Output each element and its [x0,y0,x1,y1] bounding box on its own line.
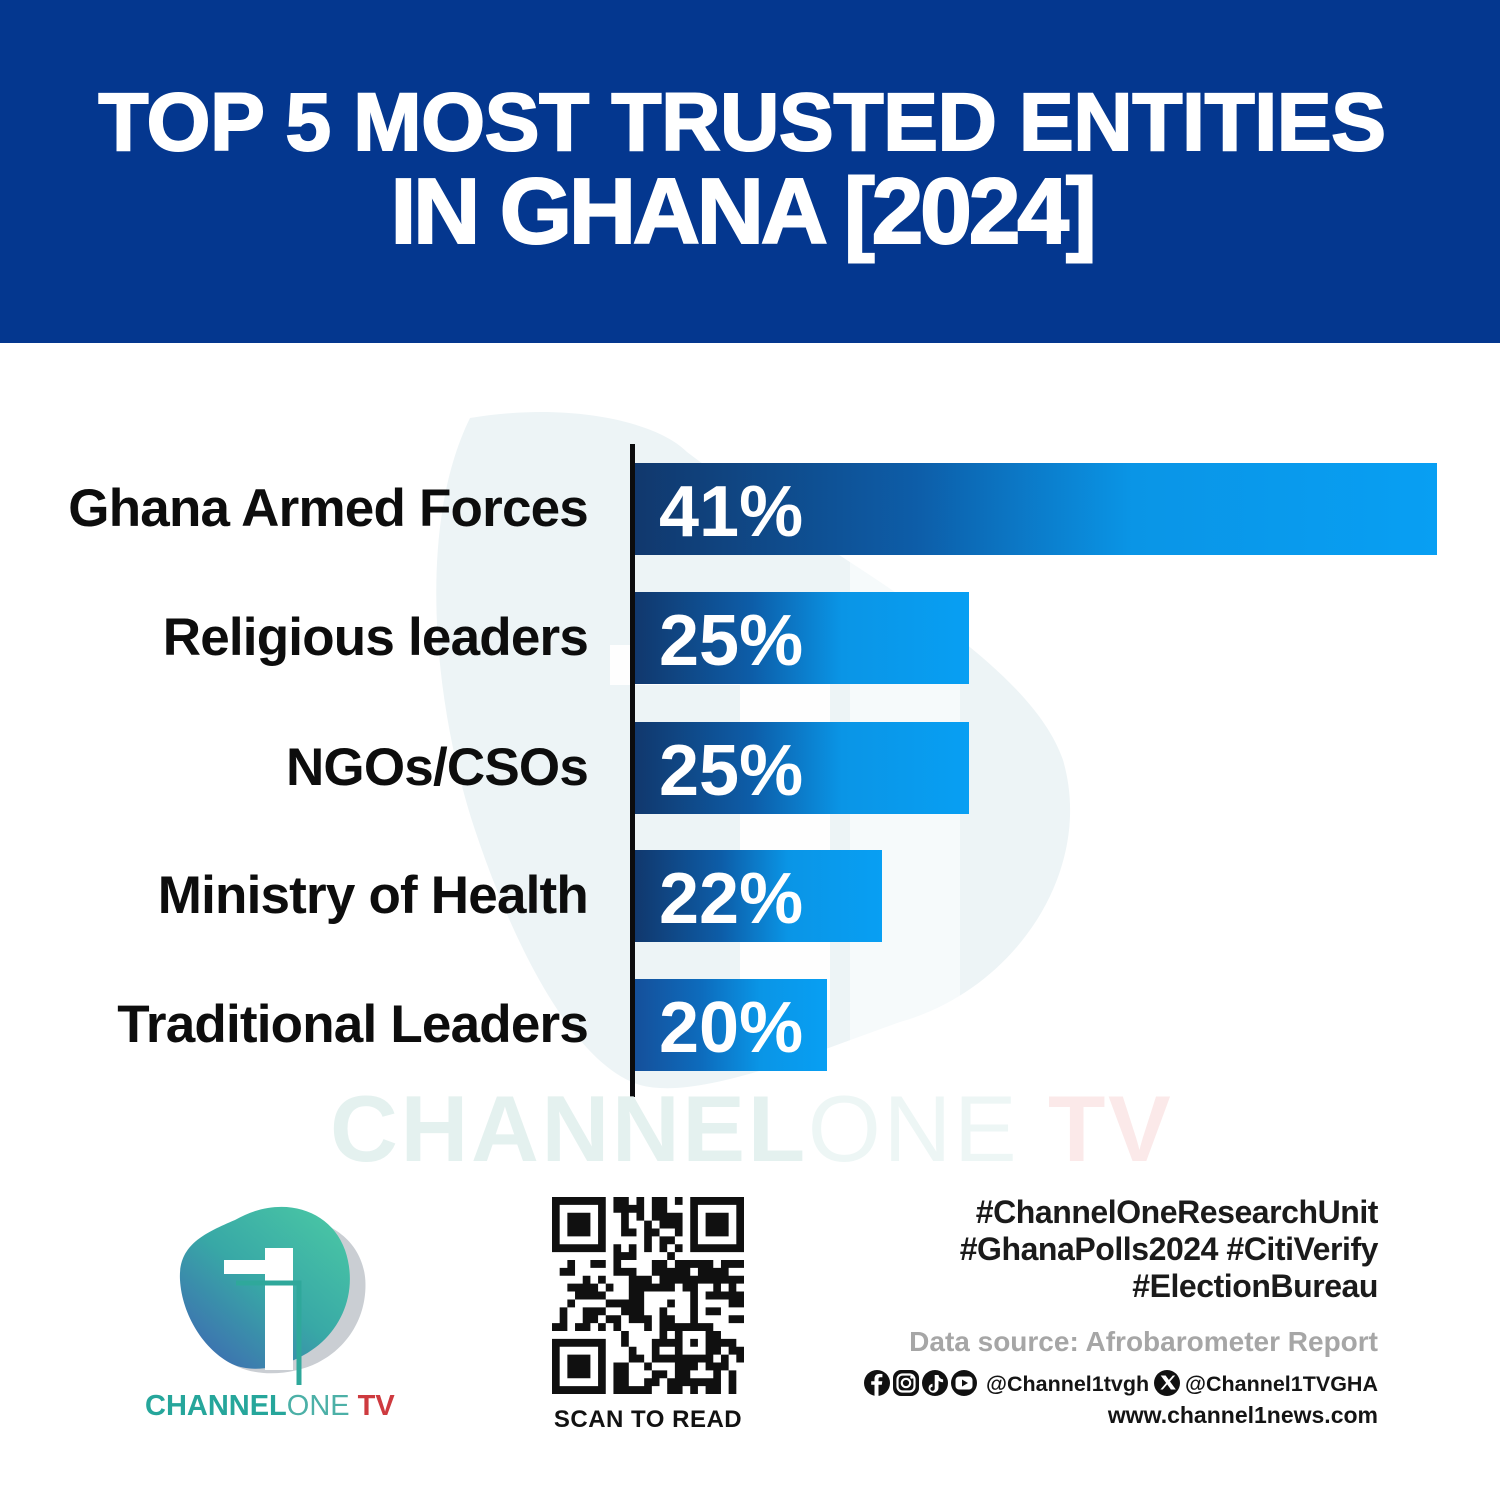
svg-text:@Channel1tvgh: @Channel1tvgh [986,1372,1149,1396]
svg-text:CHANNELONE TV: CHANNELONE TV [145,1390,395,1422]
svg-text:@Channel1TVGHA: @Channel1TVGHA [1185,1372,1378,1396]
